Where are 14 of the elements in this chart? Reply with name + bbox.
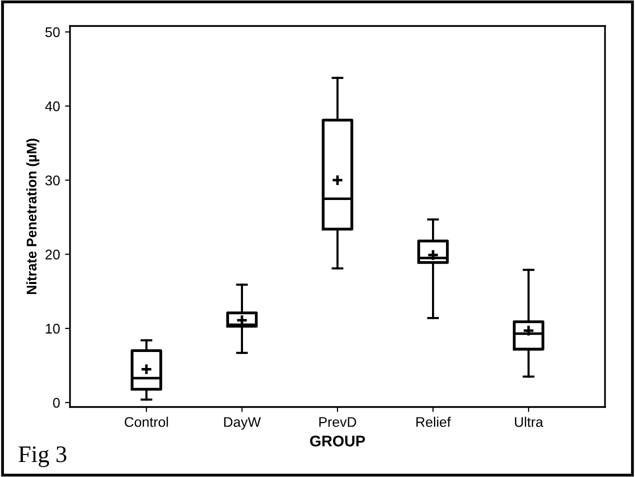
y-tick-label: 20 xyxy=(46,250,60,260)
x-tick-label: Ultra xyxy=(514,416,544,427)
y-tick-label: 30 xyxy=(45,176,60,186)
caption: Fig 3 xyxy=(18,446,66,468)
y-tick-label: 50 xyxy=(45,27,60,38)
x-tick-label: Relief xyxy=(416,416,451,427)
x-tick-label: DayW xyxy=(224,417,261,430)
x-axis-title: GROUP xyxy=(310,436,365,446)
y-tick-label: 0 xyxy=(53,398,60,408)
y-tick-label: 40 xyxy=(45,101,60,112)
x-tick-label: Control xyxy=(124,416,168,427)
y-axis-title: Nitrate Penetration (µM) xyxy=(26,138,40,294)
y-tick-label: 10 xyxy=(46,324,60,334)
x-tick-label: PrevD xyxy=(319,417,356,427)
